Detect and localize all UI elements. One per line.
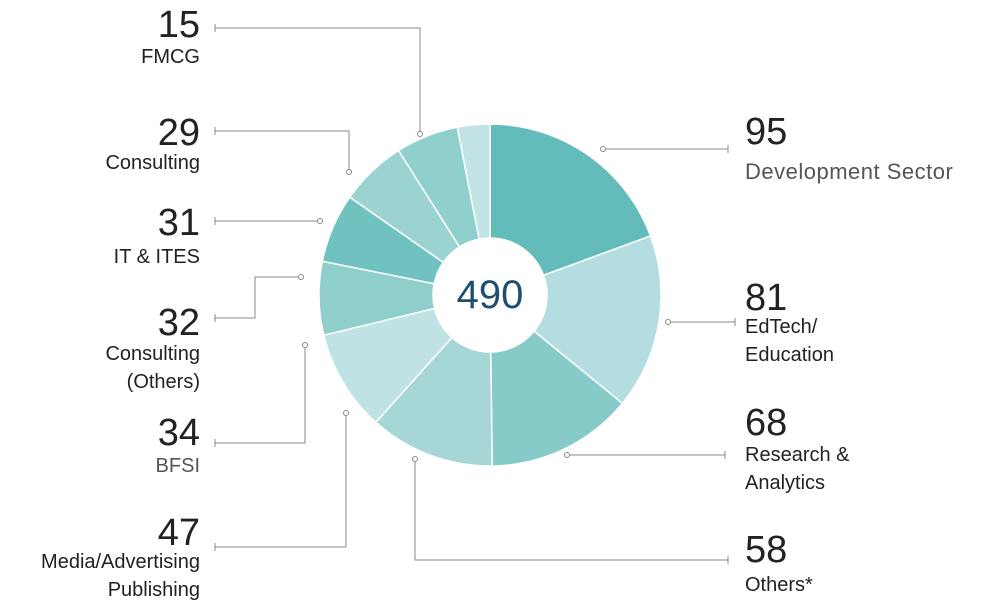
leader-dot [417,131,423,137]
leader-dot [600,146,606,152]
category-label: Research & Analytics [745,444,850,494]
value-label: 68 [745,402,788,444]
leader-dot [412,456,418,462]
category-label: FMCG [141,46,200,68]
leader-dot [298,274,304,280]
category-label: Development Sector [745,159,954,184]
category-label: Others* [745,574,813,596]
leader-dot [302,342,308,348]
leader-dot [343,410,349,416]
center-total: 490 [456,273,524,317]
leader-line [215,276,301,319]
donut-segment [489,330,624,467]
category-label: Consulting (Others) [105,343,200,393]
leader-dot [346,169,352,175]
donut-segment [374,336,493,467]
leader-line [215,345,306,444]
category-label: IT & ITES [113,246,200,268]
value-label: 58 [745,529,788,571]
leader-line [414,459,728,561]
donut-segment [489,123,652,277]
leader-dot [665,319,671,325]
category-label: Consulting [105,152,200,174]
value-label: 81 [745,277,788,319]
value-label: 47 [157,512,200,554]
donut-segment [533,234,662,405]
leader-line [215,27,421,134]
donut-segment [456,123,491,240]
leader-line [215,413,347,548]
value-label: 32 [157,302,200,344]
value-label: 95 [745,111,788,153]
value-label: 15 [157,4,200,46]
leader-dot [317,218,323,224]
leader-dot [564,452,570,458]
leader-line [215,130,350,172]
category-label: EdTech/ Education [745,316,834,366]
value-label: 34 [157,412,200,454]
category-label: Media/Advertising Publishing [41,551,200,601]
category-label: BFSI [155,455,200,477]
value-label: 31 [157,202,200,244]
value-label: 29 [157,112,200,154]
